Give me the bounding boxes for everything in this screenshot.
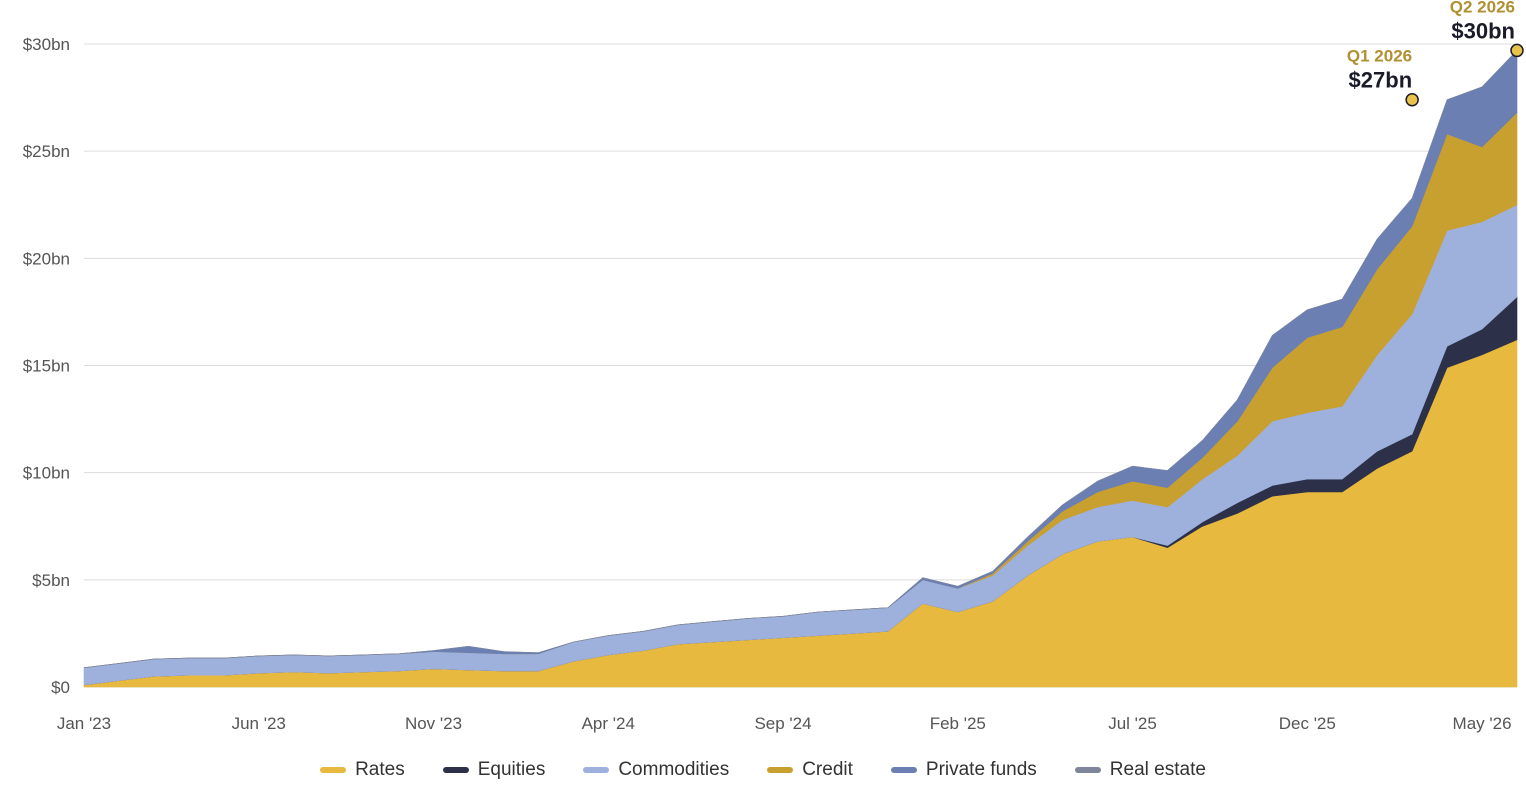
legend-label: Commodities bbox=[618, 759, 730, 780]
legend-item-commodities: Commodities bbox=[583, 759, 729, 781]
y-tick-label: $30bn bbox=[23, 35, 70, 54]
legend-item-equities: Equities bbox=[442, 759, 546, 781]
legend-item-credit: Credit bbox=[767, 759, 853, 781]
legend-swatch bbox=[320, 767, 347, 773]
annotation-period-label: Q1 2026 bbox=[1347, 47, 1412, 66]
legend-item-real-estate: Real estate bbox=[1074, 759, 1206, 781]
y-tick-label: $5bn bbox=[32, 571, 70, 590]
legend-label: Private funds bbox=[925, 759, 1037, 780]
legend-label: Rates bbox=[355, 759, 405, 780]
legend-swatch bbox=[1074, 767, 1101, 773]
legend-item-rates: Rates bbox=[320, 759, 405, 781]
legend-label: Credit bbox=[802, 759, 853, 780]
x-axis-ticks: Jan '23 Jun '23 Nov '23 Apr '24 Sep '24 Feb '… bbox=[57, 714, 1512, 733]
annotation-value-label: $30bn bbox=[1451, 18, 1515, 43]
stacked-area-chart: $0$5bn$10bn$15bn$20bn$25bn$30bn Jan '23 J… bbox=[23, 0, 1524, 733]
x-tick-label: Jan '23 bbox=[57, 714, 111, 733]
y-tick-label: $0 bbox=[51, 678, 70, 697]
x-tick-label: Jul '25 bbox=[1108, 714, 1157, 733]
legend-swatch bbox=[890, 767, 917, 773]
area-series-layer bbox=[83, 49, 1518, 688]
x-tick-label: Sep '24 bbox=[754, 714, 811, 733]
y-tick-label: $10bn bbox=[23, 464, 70, 483]
x-tick-label: Apr '24 bbox=[582, 714, 635, 733]
annotation-marker bbox=[1405, 92, 1419, 107]
x-tick-label: Nov '23 bbox=[405, 714, 462, 733]
legend-label: Equities bbox=[477, 759, 546, 780]
x-tick-label: Dec '25 bbox=[1279, 714, 1336, 733]
y-tick-label: $15bn bbox=[23, 357, 70, 376]
x-tick-label: Feb '25 bbox=[930, 714, 986, 733]
gridlines bbox=[84, 43, 1517, 688]
annotation-marker bbox=[1510, 43, 1524, 58]
annotations: Q1 2026 $27bn Q2 2026 $30bn bbox=[1347, 0, 1524, 107]
legend-swatch bbox=[583, 767, 610, 773]
y-axis-ticks: $0 $5bn $10bn $15bn $20bn $25bn $30bn bbox=[23, 35, 70, 697]
legend-label: Real estate bbox=[1109, 759, 1206, 780]
x-tick-label: May '26 bbox=[1453, 714, 1512, 733]
legend-swatch bbox=[442, 767, 469, 773]
x-tick-label: Jun '23 bbox=[232, 714, 286, 733]
annotation-value-label: $27bn bbox=[1349, 68, 1413, 93]
y-tick-label: $20bn bbox=[23, 249, 70, 268]
legend-item-private-funds: Private funds bbox=[890, 759, 1037, 781]
annotation-period-label: Q2 2026 bbox=[1450, 0, 1515, 16]
y-tick-label: $25bn bbox=[23, 142, 70, 161]
legend-swatch bbox=[767, 767, 794, 773]
legend: Rates Equities Commodities Credit Private fu… bbox=[0, 756, 1526, 784]
